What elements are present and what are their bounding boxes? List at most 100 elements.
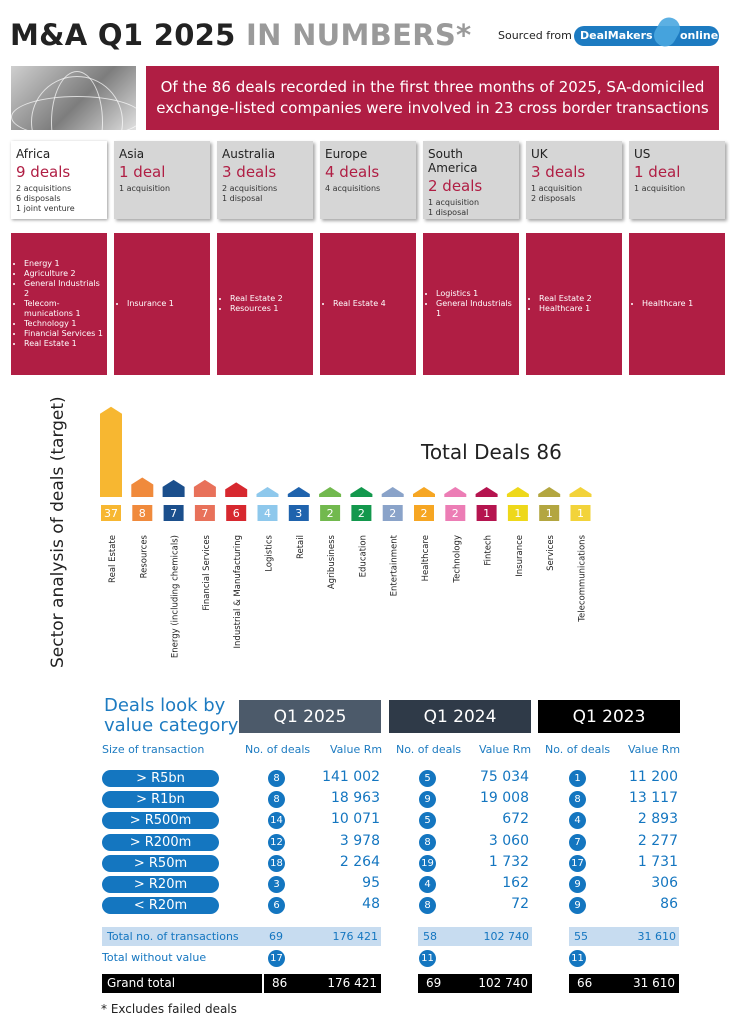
- size-category-pill: > R50m: [102, 854, 219, 872]
- grand-total-cell: 69 102 740: [418, 974, 532, 993]
- title-sub: IN NUMBERS*: [246, 18, 472, 52]
- deal-count-badge: 6: [268, 897, 285, 915]
- deal-type-line: 6 disposals: [16, 194, 61, 203]
- value-label: 1: [546, 507, 553, 520]
- region-deal-types: 1 acquisition: [634, 184, 720, 194]
- grand-deal-count: 69: [426, 976, 442, 990]
- region-deal-types: 1 acquisition: [119, 184, 205, 194]
- logo-text-dealmakers: DealMakers: [580, 29, 653, 42]
- chart-title: Total Deals 86: [421, 440, 562, 464]
- quarter-header: Q1 2025: [239, 700, 381, 733]
- region-name: Australia: [222, 147, 276, 161]
- deal-count-badge: 19: [419, 854, 436, 872]
- sector-item: Real Estate 2: [230, 294, 283, 304]
- region-deal-count: 4 deals: [325, 163, 380, 181]
- deal-value: 13 117: [629, 790, 678, 807]
- total-value: 176 421: [332, 930, 379, 943]
- deal-count-badge: 8: [268, 770, 285, 787]
- banner-line-1: Of the 86 deals recorded in the first th…: [160, 78, 705, 96]
- deal-count-badge: 1: [569, 770, 586, 787]
- deal-count-badge: 8: [419, 833, 436, 851]
- region-card: South America 2 deals 1 acquisition 1 dispo…: [423, 141, 519, 219]
- value-label: 1: [483, 507, 490, 520]
- value-label: 2: [327, 507, 334, 520]
- deal-count-badge: 9: [569, 876, 586, 893]
- deal-type-line: 2 disposals: [531, 194, 576, 203]
- value-label: 1: [514, 507, 521, 520]
- deal-count-badge: 4: [419, 876, 436, 893]
- region-deal-types: 4 acquisitions: [325, 184, 411, 194]
- total-transactions-cell: 69 176 421: [264, 927, 381, 946]
- size-category-pill: > R5bn: [102, 770, 219, 787]
- region-deal-count: 1 deal: [119, 163, 166, 181]
- chart-bar: [475, 487, 498, 497]
- grand-total-label: Grand total: [102, 974, 262, 993]
- deal-value: 672: [502, 811, 529, 828]
- region-name: US: [634, 147, 651, 161]
- grand-total-cell: 86 176 421: [264, 974, 381, 993]
- chart-bar: [413, 487, 435, 497]
- value-label-box: [163, 505, 184, 521]
- value-label: 2: [421, 507, 428, 520]
- value-label: 7: [201, 507, 208, 520]
- region-sector-box: Insurance 1: [114, 233, 210, 375]
- deal-count-badge: 3: [268, 876, 285, 893]
- chart-bar: [100, 406, 122, 497]
- deal-type-line: 2 acquisitions: [16, 184, 72, 193]
- region-card: Asia 1 deal 1 acquisition: [114, 141, 210, 219]
- region-deal-count: 9 deals: [16, 163, 71, 181]
- category-label: Technology: [452, 535, 462, 584]
- region-name: South America: [428, 147, 478, 175]
- deal-count-badge: 7: [569, 833, 586, 851]
- total-deal-count: 55: [574, 930, 588, 943]
- size-category-pill: > R1bn: [102, 791, 219, 809]
- deal-value: 3 060: [488, 832, 529, 849]
- deal-type-line: 4 acquisitions: [325, 184, 381, 193]
- category-label: Real Estate: [108, 535, 118, 583]
- deal-count-badge: 8: [268, 791, 285, 809]
- size-header: Size of transaction: [102, 743, 205, 756]
- deal-type-line: 1 disposal: [428, 208, 469, 217]
- region-deal-count: 3 deals: [222, 163, 277, 181]
- region-deal-count: 2 deals: [428, 177, 483, 195]
- total-transactions-label: Total no. of transactions: [102, 927, 264, 946]
- region-sector-box: Logistics 1General Industrials 1: [423, 233, 519, 375]
- banner-line-2: exchange-listed companies were involved …: [156, 99, 709, 117]
- value-label-box: [194, 505, 215, 521]
- region-card: Europe 4 deals 4 acquisitions: [320, 141, 416, 219]
- region-deal-types: 1 acquisition 1 disposal: [428, 198, 514, 218]
- deal-value: 141 002: [322, 769, 380, 785]
- deal-count-badge: 5: [419, 770, 436, 787]
- value-label-box: [132, 505, 153, 521]
- value-label: 2: [358, 507, 365, 520]
- value-column-header: Value Rm: [330, 743, 383, 756]
- value-table-title: Deals look by value category: [104, 696, 238, 736]
- deal-value: 48: [362, 896, 380, 913]
- region-deal-types: 2 acquisitions 6 disposals 1 joint venture: [16, 184, 102, 214]
- region-sector-list: Real Estate 2Resources 1: [221, 294, 283, 314]
- region-sector-box: Real Estate 4: [320, 233, 416, 375]
- deal-count-badge: 9: [569, 897, 586, 915]
- deal-value: 2 264: [339, 853, 380, 870]
- deal-count-badge: 9: [419, 791, 436, 809]
- deal-type-line: 1 acquisition: [634, 184, 686, 193]
- deal-type-line: 1 acquisition: [119, 184, 171, 193]
- region-name: UK: [531, 147, 548, 161]
- footnote: * Excludes failed deals: [101, 1002, 237, 1016]
- value-label-box: [539, 505, 560, 521]
- grand-value: 31 610: [633, 976, 675, 990]
- sector-item: Real Estate 2: [539, 294, 592, 304]
- deal-value: 10 071: [331, 811, 380, 828]
- size-category-pill: < R20m: [102, 897, 219, 915]
- globe-image: [11, 66, 136, 130]
- deal-count-badge: 4: [569, 812, 586, 830]
- title-main: M&A Q1 2025: [10, 18, 236, 52]
- sector-item: Technology 1: [24, 319, 103, 329]
- value-label-box: [507, 505, 528, 521]
- page-title: M&A Q1 2025 IN NUMBERS*: [10, 18, 471, 52]
- category-label: Energy (including chemicals): [171, 535, 181, 658]
- chart-bar: [538, 487, 561, 497]
